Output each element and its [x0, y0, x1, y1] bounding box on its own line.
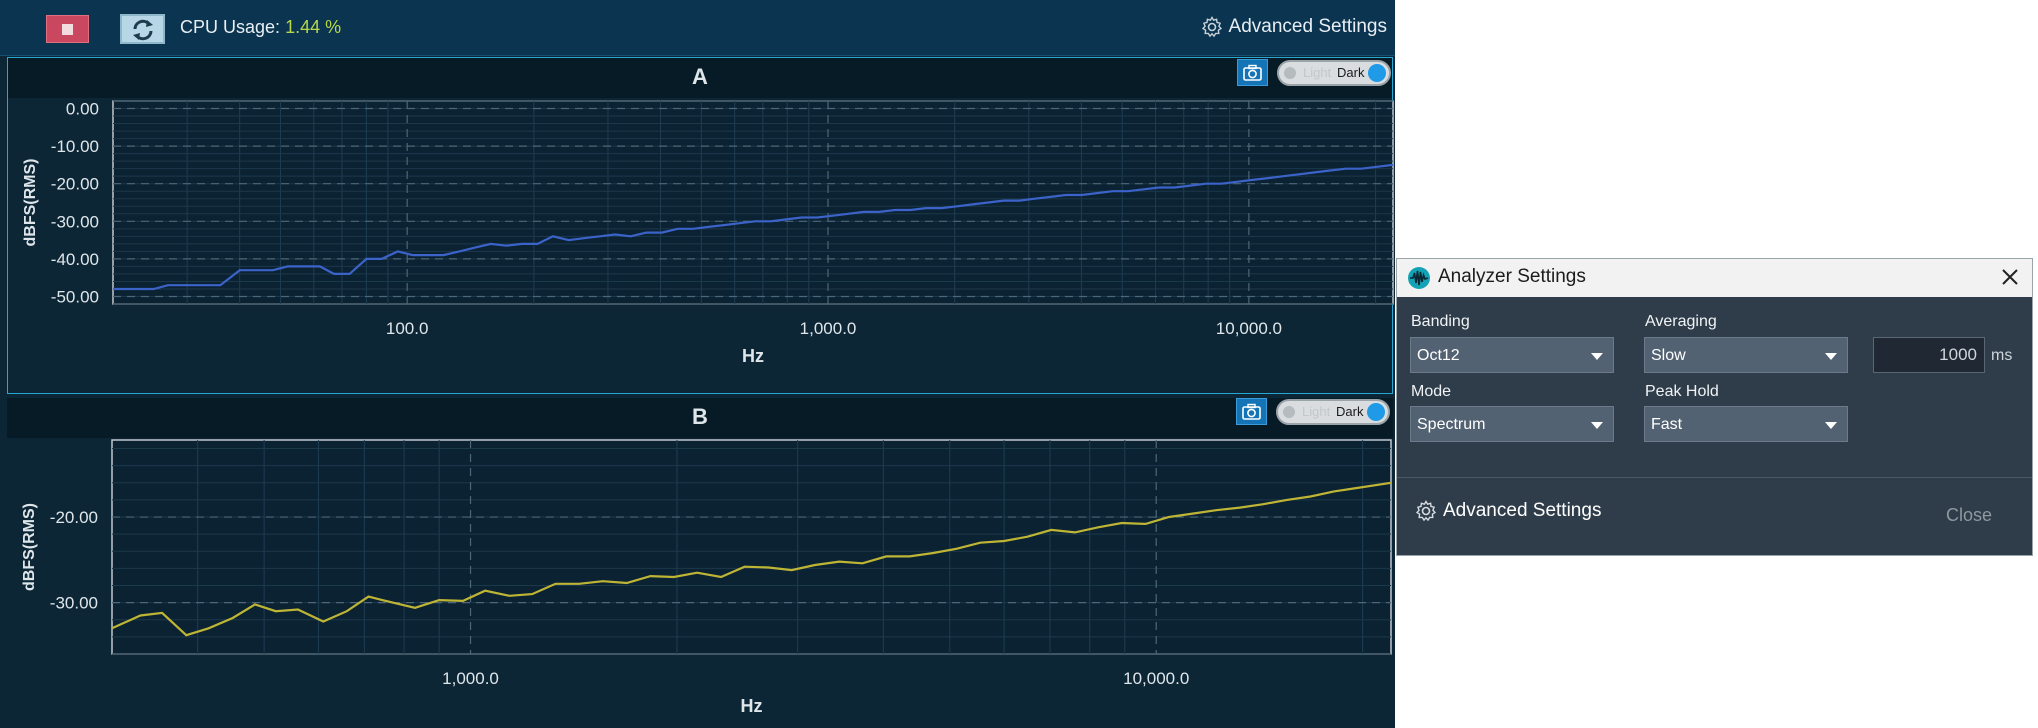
toolbar: CPU Usage: 1.44 % Advanced Settings — [0, 0, 1395, 56]
toggle-dark-label: Dark — [1337, 65, 1365, 80]
analyzer-window: CPU Usage: 1.44 % Advanced Settings A — [0, 0, 1395, 728]
x-tick-label: 1,000.0 — [800, 319, 857, 338]
chevron-down-icon — [1825, 422, 1837, 429]
analyzer-settings-dialog: Analyzer Settings Banding Oct12 Averagin… — [1396, 258, 2033, 556]
averaging-value: Slow — [1651, 347, 1686, 364]
chevron-down-icon — [1591, 422, 1603, 429]
camera-icon — [1243, 64, 1262, 81]
camera-icon — [1242, 403, 1261, 420]
peak-hold-select[interactable]: Fast — [1644, 406, 1848, 442]
peak-hold-value: Fast — [1651, 416, 1683, 433]
x-axis-label: Hz — [741, 696, 763, 716]
averaging-label: Averaging — [1645, 313, 1717, 330]
advanced-settings-button[interactable]: Advanced Settings — [1201, 16, 1387, 38]
dialog-title: Analyzer Settings — [1438, 266, 1586, 287]
stop-button[interactable] — [46, 15, 89, 43]
spectrum-chart-a[interactable]: 100.0 1,000.0 10,000.0 0.00 -10.00 -20.00 -30.… — [8, 98, 1394, 395]
spectrum-chart-b[interactable]: 1,000.0 10,000.0 -20.00 -30.00 Hz dBFS(RMS) — [7, 438, 1393, 728]
dialog-advanced-settings-label: Advanced Settings — [1443, 500, 1602, 521]
y-tick-label: -30.00 — [50, 594, 98, 613]
toggle-dark-label: Dark — [1336, 404, 1364, 419]
y-tick-label: -50.00 — [51, 287, 99, 306]
x-tick-label: 100.0 — [386, 319, 429, 338]
series-line — [111, 481, 1392, 637]
averaging-select[interactable]: Slow — [1644, 337, 1848, 373]
mode-value: Spectrum — [1417, 416, 1486, 433]
cpu-usage-value: 1.44 — [285, 17, 321, 37]
chevron-down-icon — [1591, 353, 1603, 360]
screenshot-button[interactable] — [1237, 59, 1268, 86]
banding-value: Oct12 — [1417, 347, 1460, 364]
panel-header: B Light Dark — [7, 398, 1393, 438]
toggle-light-label: Light — [1302, 404, 1331, 419]
toggle-knob-on — [1368, 64, 1386, 82]
mode-select[interactable]: Spectrum — [1410, 406, 1614, 442]
toggle-knob-off — [1284, 67, 1296, 79]
dialog-titlebar: Analyzer Settings — [1397, 259, 2032, 297]
theme-toggle[interactable]: Light Dark — [1276, 399, 1390, 425]
panel-title: B — [692, 404, 708, 429]
chevron-down-icon — [1825, 353, 1837, 360]
mode-label: Mode — [1411, 383, 1452, 400]
averaging-ms-unit: ms — [1991, 347, 2013, 364]
x-axis-label: Hz — [742, 346, 764, 366]
cpu-usage-label: CPU Usage: — [180, 17, 281, 37]
y-axis-label: dBFS(RMS) — [22, 159, 39, 247]
y-tick-label: -10.00 — [51, 137, 99, 156]
dialog-advanced-settings-button[interactable]: Advanced Settings — [1415, 500, 1601, 522]
theme-toggle[interactable]: Light Dark — [1277, 60, 1391, 86]
series-line — [113, 163, 1394, 291]
panel-header: A Light Dark — [8, 58, 1392, 98]
toggle-light-label: Light — [1303, 65, 1332, 80]
refresh-icon — [133, 19, 153, 41]
gear-icon — [1415, 500, 1437, 522]
cpu-usage-unit: % — [325, 17, 342, 37]
banding-select[interactable]: Oct12 — [1410, 337, 1614, 373]
x-tick-label: 10,000.0 — [1123, 669, 1189, 688]
chart-panel-b: B Light Dark 1,000.0 10,000.0 -20.00 -30.00… — [7, 398, 1393, 728]
averaging-ms-input[interactable]: 1000 — [1873, 337, 1985, 373]
y-tick-label: -20.00 — [51, 175, 99, 194]
panel-title: A — [692, 64, 708, 89]
refresh-button[interactable] — [120, 14, 165, 44]
cpu-usage: CPU Usage: 1.44 % — [180, 17, 341, 38]
x-tick-label: 10,000.0 — [1216, 319, 1282, 338]
chart-panel-a: A Light Dark 100.0 1,000.0 10,000.0 0.00 -10… — [7, 57, 1394, 395]
plot-area — [111, 439, 1392, 655]
stop-icon — [62, 24, 73, 35]
gear-icon — [1201, 16, 1222, 38]
y-axis-label: dBFS(RMS) — [21, 503, 38, 591]
close-button[interactable]: Close — [1945, 505, 1992, 525]
waveform-icon — [1408, 267, 1430, 289]
advanced-settings-label: Advanced Settings — [1228, 16, 1387, 37]
x-tick-label: 1,000.0 — [442, 669, 499, 688]
y-tick-label: 0.00 — [66, 100, 99, 119]
divider — [1397, 477, 2032, 478]
toggle-knob-off — [1283, 406, 1295, 418]
close-icon[interactable] — [1998, 265, 2022, 289]
screenshot-button[interactable] — [1236, 398, 1267, 425]
peak-hold-label: Peak Hold — [1645, 383, 1719, 400]
banding-label: Banding — [1411, 313, 1470, 330]
y-tick-label: -40.00 — [51, 250, 99, 269]
y-tick-label: -30.00 — [51, 212, 99, 231]
y-tick-label: -20.00 — [50, 508, 98, 527]
toggle-knob-on — [1367, 403, 1385, 421]
